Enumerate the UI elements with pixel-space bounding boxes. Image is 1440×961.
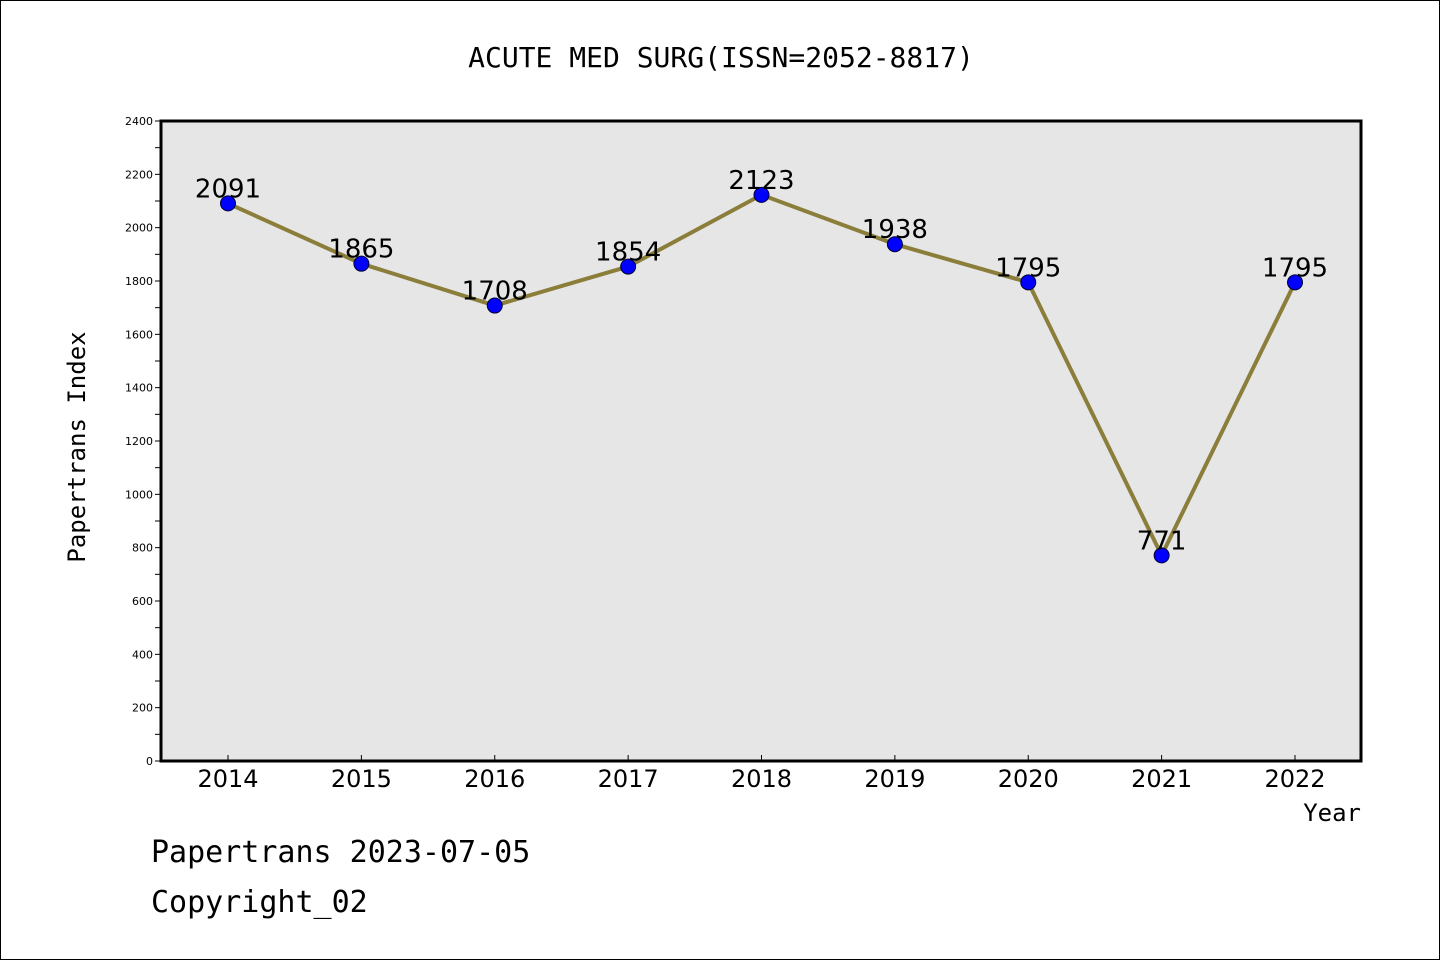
plot-area — [159, 119, 1363, 763]
y-tick-label: 1000 — [125, 488, 153, 501]
data-point — [486, 297, 503, 314]
y-tick-label: 2200 — [125, 168, 153, 181]
y-tick-label: 1200 — [125, 435, 153, 448]
data-label: 2123 — [728, 166, 794, 196]
x-tick-label: 2014 — [197, 765, 258, 793]
data-label: 2091 — [195, 174, 261, 204]
x-axis: 2014 2015 2016 2017 2018 2019 2020 2021 2022 — [197, 755, 1326, 793]
data-point — [620, 258, 637, 275]
y-tick-label: 0 — [146, 755, 153, 768]
data-label: 1938 — [862, 215, 928, 245]
chart-title: ACUTE MED SURG(ISSN=2052-8817) — [468, 41, 974, 74]
x-tick-label: 2018 — [731, 765, 792, 793]
data-label: 771 — [1137, 526, 1187, 556]
data-point — [1153, 547, 1170, 564]
data-point — [886, 236, 903, 253]
x-tick-label: 2017 — [598, 765, 659, 793]
y-tick-label: 800 — [132, 542, 153, 555]
y-tick-label: 1400 — [125, 382, 153, 395]
y-tick-label: 200 — [132, 702, 153, 715]
x-tick-label: 2015 — [331, 765, 392, 793]
y-tick-label: 2400 — [125, 115, 153, 128]
data-label: 1865 — [328, 235, 394, 265]
y-tick-label: 1600 — [125, 328, 153, 341]
y-tick-label: 400 — [132, 648, 153, 661]
y-axis: 0 200 400 600 800 1000 1200 1400 1600 1800 2000 220… — [125, 115, 161, 768]
y-tick-label: 600 — [132, 595, 153, 608]
x-axis-label: Year — [1303, 799, 1361, 827]
data-label: 1795 — [995, 253, 1061, 283]
y-tick-label: 1800 — [125, 275, 153, 288]
x-tick-label: 2019 — [864, 765, 925, 793]
footer-date: Papertrans 2023-07-05 — [151, 835, 531, 870]
data-point — [353, 255, 370, 272]
x-tick-label: 2020 — [998, 765, 1059, 793]
markers-group — [220, 186, 1303, 564]
data-point — [1020, 274, 1037, 291]
data-point — [1287, 274, 1303, 291]
y-axis-label: Papertrans Index — [63, 331, 91, 562]
data-point — [753, 186, 770, 203]
data-label: 1854 — [595, 238, 661, 268]
x-tick-label: 2021 — [1131, 765, 1192, 793]
x-tick-label: 2016 — [464, 765, 525, 793]
x-tick-label: 2022 — [1264, 765, 1325, 793]
data-label: 1795 — [1262, 253, 1328, 283]
footer-copyright: Copyright_02 — [151, 885, 368, 920]
data-label: 1708 — [462, 277, 528, 307]
data-labels-group: 2091 1865 1708 1854 2123 1938 1795 771 1795 — [195, 166, 1328, 557]
data-point — [220, 195, 236, 212]
y-tick-label: 2000 — [125, 222, 153, 235]
